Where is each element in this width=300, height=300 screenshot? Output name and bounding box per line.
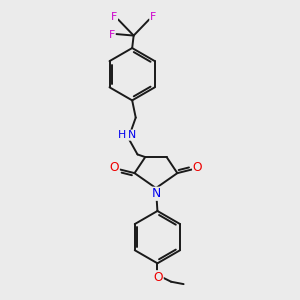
Text: F: F [111, 12, 118, 22]
Text: H: H [118, 130, 126, 140]
Text: N: N [128, 130, 136, 140]
Text: N: N [152, 187, 161, 200]
Text: F: F [109, 30, 115, 40]
Text: O: O [193, 161, 202, 174]
Text: F: F [150, 12, 156, 22]
Text: O: O [154, 271, 163, 284]
Text: O: O [110, 161, 119, 174]
